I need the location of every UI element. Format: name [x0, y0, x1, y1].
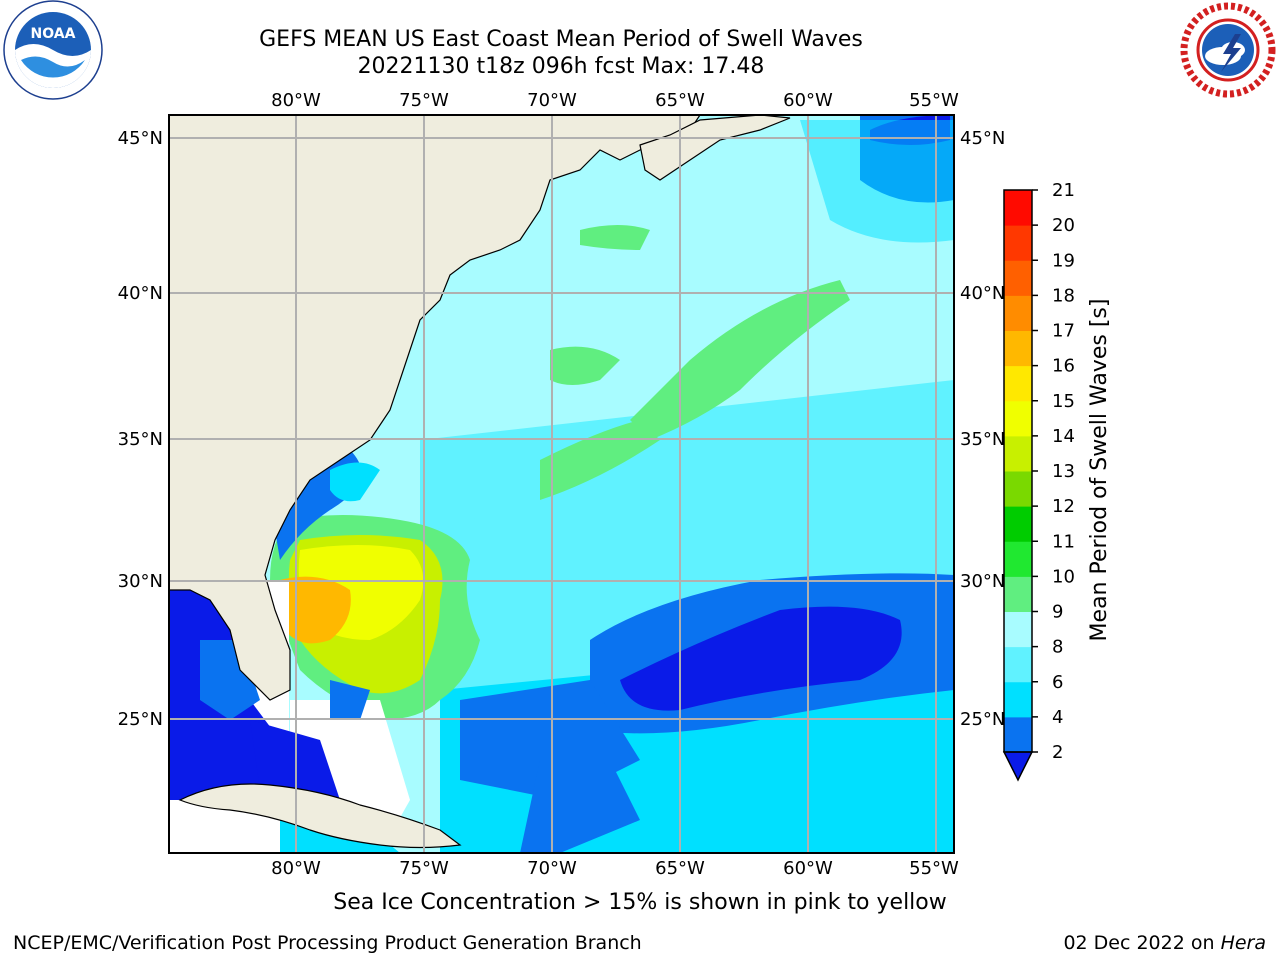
map-subtitle: 20221130 t18z 096h fcst Max: 17.48 [357, 54, 765, 79]
colorbar-segment [1004, 646, 1032, 683]
colorbar-segment [1004, 225, 1032, 261]
colorbar-label: Mean Period of Swell Waves [s] [1087, 299, 1112, 642]
lon-label-top: 60°W [783, 90, 833, 111]
colorbar-tick-label: 12 [1052, 496, 1075, 517]
credit-text: NCEP/EMC/Verification Post Processing Pr… [13, 932, 642, 954]
lat-label-right: 45°N [960, 128, 1005, 149]
lat-label-left: 25°N [118, 709, 163, 730]
lon-label-bottom: 60°W [783, 858, 833, 879]
colorbar-segment [1004, 400, 1032, 437]
lat-label-right: 25°N [960, 709, 1005, 730]
colorbar-segment [1004, 190, 1032, 226]
colorbar-tick-label: 14 [1052, 426, 1075, 447]
sea-ice-note: Sea Ice Concentration > 15% is shown in … [333, 890, 947, 915]
colorbar-segment [1004, 260, 1032, 296]
lat-label-left: 30°N [118, 571, 163, 592]
lon-label-top: 55°W [909, 90, 959, 111]
lon-label-bottom: 75°W [399, 858, 449, 879]
lat-label-left: 40°N [118, 283, 163, 304]
colorbar-tick-label: 15 [1052, 391, 1075, 412]
lat-label-right: 40°N [960, 283, 1005, 304]
colorbar-tick-label: 18 [1052, 285, 1075, 306]
colorbar-segment [1004, 365, 1032, 402]
colorbar-tick-label: 13 [1052, 461, 1075, 482]
colorbar-segment [1004, 576, 1032, 612]
colorbar-segment [1004, 295, 1032, 331]
map-contours [169, 115, 954, 853]
map-grid [169, 115, 954, 853]
colorbar-tick-label: 17 [1052, 321, 1075, 342]
colorbar-tick-label: 20 [1052, 215, 1075, 236]
lon-label-top: 80°W [271, 90, 321, 111]
lat-label-left: 45°N [118, 128, 163, 149]
colorbar-segment [1004, 435, 1032, 472]
colorbar-tick-label: 8 [1052, 637, 1063, 658]
colorbar-tick-label: 19 [1052, 250, 1075, 271]
noaa-logo-text: NOAA [31, 26, 76, 42]
lon-label-bottom: 70°W [527, 858, 577, 879]
colorbar-tick-label: 10 [1052, 566, 1075, 587]
map-border [168, 114, 955, 854]
colorbar-segment [1004, 541, 1032, 577]
colorbar-tick-label: 6 [1052, 672, 1063, 693]
colorbar-extend-arrow [1002, 751, 1034, 782]
colorbar-tick-label: 9 [1052, 602, 1063, 623]
colorbar: 2 4 6 8 9 10 11 12 13 14 15 16 17 18 19 20 21 [1002, 180, 1075, 782]
colorbar-segment [1004, 506, 1032, 542]
map-title: GEFS MEAN US East Coast Mean Period of S… [259, 27, 863, 52]
credit-host: Hera [1220, 932, 1266, 954]
colorbar-segment [1004, 330, 1032, 367]
land-north-america [169, 115, 701, 701]
lon-label-top: 75°W [399, 90, 449, 111]
lon-label-bottom: 55°W [909, 858, 959, 879]
noaa-logo: NOAA [3, 0, 103, 100]
land-nova-scotia [639, 115, 791, 181]
colorbar-segment [1004, 471, 1032, 507]
colorbar-segment [1004, 611, 1032, 648]
date-host-text: 02 Dec 2022 on Hera [1063, 932, 1266, 954]
colorbar-tick-label: 11 [1052, 531, 1075, 552]
colorbar-segment [1004, 716, 1032, 753]
lon-label-bottom: 65°W [655, 858, 705, 879]
land-cuba [178, 783, 462, 849]
colorbar-segment [1004, 681, 1032, 718]
lon-label-top: 70°W [527, 90, 577, 111]
colorbar-tick-label: 4 [1052, 707, 1063, 728]
nws-logo [1180, 2, 1276, 98]
colorbar-tick-label: 2 [1052, 742, 1063, 763]
credit-date: 02 Dec 2022 on [1063, 932, 1221, 954]
lon-label-top: 65°W [655, 90, 705, 111]
colorbar-tick-label: 21 [1052, 180, 1075, 201]
lat-label-right: 30°N [960, 571, 1005, 592]
lat-label-right: 35°N [960, 429, 1005, 450]
lat-label-left: 35°N [118, 429, 163, 450]
colorbar-tick-label: 16 [1052, 356, 1075, 377]
lon-label-bottom: 80°W [271, 858, 321, 879]
